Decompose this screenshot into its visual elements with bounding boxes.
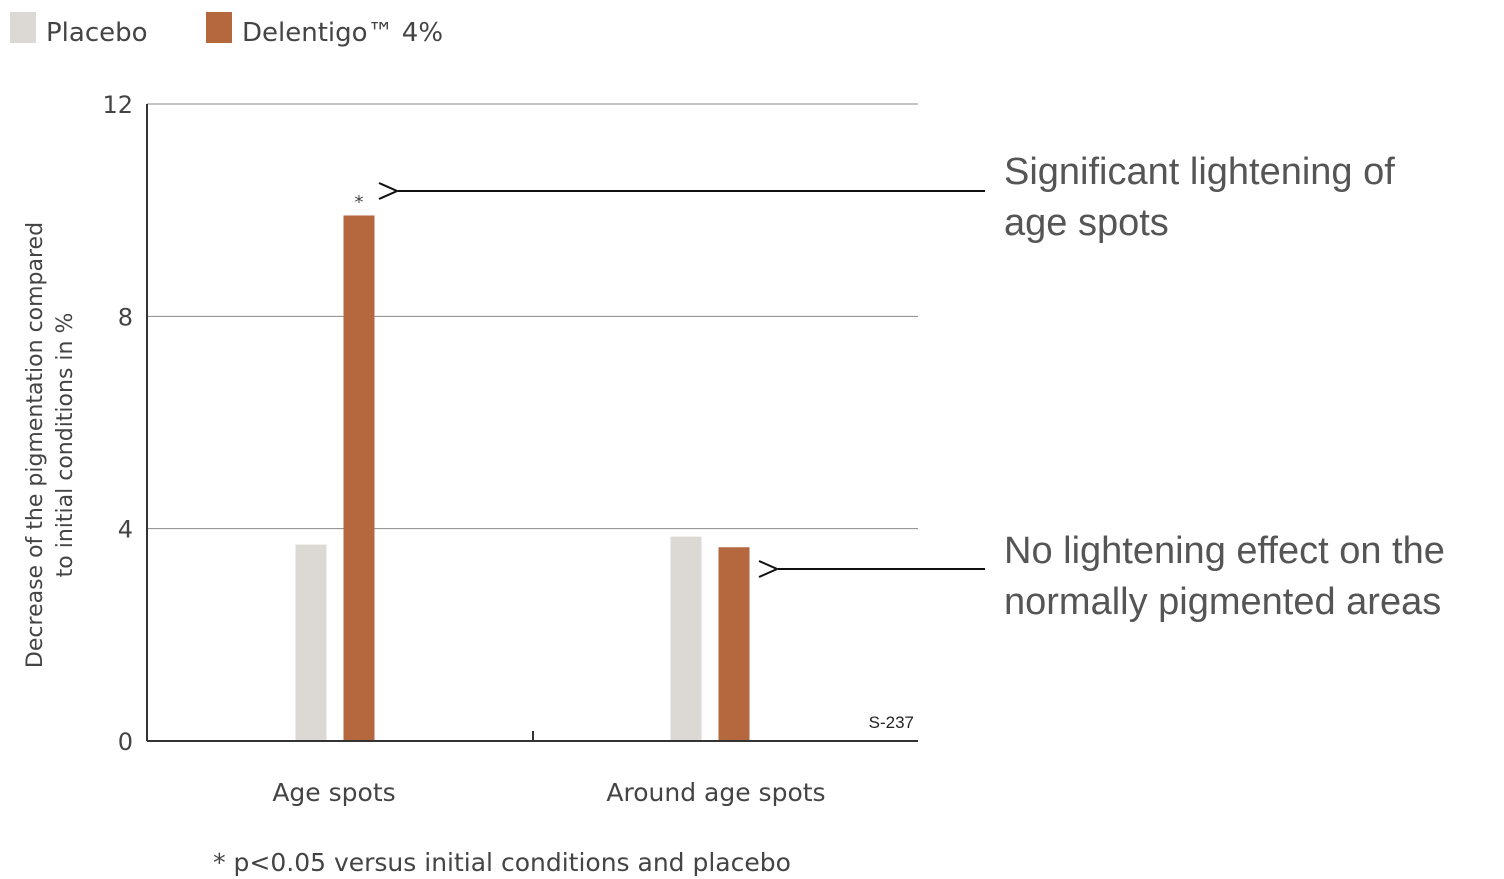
y-tick-label-12: 12 (102, 91, 133, 119)
bar-around-age-spots-delentigo (718, 547, 750, 741)
significance-marker: * (355, 192, 364, 213)
chart-code-label: S-237 (869, 713, 914, 732)
legend-swatch-placebo (10, 12, 36, 43)
bar-age-spots-placebo (295, 544, 327, 741)
annotation-1-line1: Significant lightening of (1004, 151, 1395, 193)
category-label-age-spots: Age spots (272, 778, 395, 807)
y-axis-title-line1: Decrease of the pigmentation compared (23, 222, 48, 668)
legend-label-placebo: Placebo (46, 18, 148, 48)
legend-swatch-delentigo (206, 12, 232, 43)
category-label-around-age-spots: Around age spots (606, 778, 825, 807)
y-tick-label-4: 4 (118, 516, 133, 544)
y-tick-label-0: 0 (118, 728, 133, 756)
y-axis-title: Decrease of the pigmentation compared to… (23, 222, 78, 668)
y-tick-labels: 0 4 8 12 (102, 91, 133, 756)
annotation-2-line2: normally pigmented areas (1004, 581, 1441, 623)
annotation-1-line2: age spots (1004, 202, 1169, 244)
bar-age-spots-delentigo (343, 215, 375, 742)
bars (295, 215, 750, 742)
y-tick-label-8: 8 (118, 303, 133, 331)
bar-around-age-spots-placebo (670, 536, 702, 741)
footnote: * p<0.05 versus initial conditions and p… (213, 848, 791, 877)
legend: Placebo Delentigo™ 4% (10, 12, 443, 48)
gridlines (147, 103, 918, 530)
legend-label-delentigo: Delentigo™ 4% (242, 18, 443, 48)
y-axis-title-line2: to initial conditions in % (53, 313, 78, 578)
annotation-2-line1: No lightening effect on the (1004, 530, 1445, 572)
